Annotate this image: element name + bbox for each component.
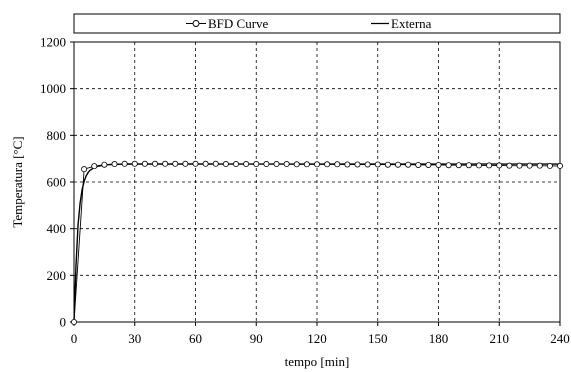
bfd-curve-point: [71, 318, 78, 325]
bfd-curve-point: [121, 160, 128, 167]
bfd-curve-point: [253, 161, 260, 168]
bfd-curve-point: [212, 160, 219, 167]
bfd-curve-point: [334, 161, 341, 168]
bfd-curve-point: [374, 161, 381, 168]
y-tick-label: 600: [47, 175, 67, 190]
y-axis-title: Temperatura [°C]: [10, 136, 25, 227]
x-axis-title: tempo [min]: [285, 354, 350, 369]
y-tick-label: 0: [60, 315, 67, 330]
bfd-curve-point: [222, 161, 229, 168]
y-tick-label: 200: [47, 268, 67, 283]
bfd-curve-point: [455, 162, 462, 169]
bfd-curve-point: [243, 161, 250, 168]
x-tick-label: 60: [189, 331, 202, 346]
bfd-curve-point: [273, 161, 280, 168]
bfd-curve-point: [384, 161, 391, 168]
bfd-curve-point: [111, 161, 118, 168]
bfd-curve-point: [465, 162, 472, 169]
bfd-curve-point: [486, 162, 493, 169]
legend-label-externa: Externa: [391, 16, 432, 31]
series-layer: [71, 160, 564, 325]
bfd-curve-point: [344, 161, 351, 168]
bfd-curve-point: [182, 160, 189, 167]
bfd-curve-point: [475, 162, 482, 169]
bfd-curve-point: [364, 161, 371, 168]
y-tick-label: 1000: [40, 81, 66, 96]
legend-box: [73, 13, 561, 34]
bfd-curve-point: [516, 162, 523, 169]
bfd-curve-point: [536, 162, 543, 169]
bfd-curve-point: [526, 162, 533, 169]
legend-label-bfd-curve: BFD Curve: [208, 16, 269, 31]
bfd-curve-point: [405, 161, 412, 168]
x-tick-label: 90: [250, 331, 263, 346]
y-tick-label: 800: [47, 128, 67, 143]
bfd-curve-point: [172, 160, 179, 167]
x-tick-label: 240: [550, 331, 570, 346]
legend: BFD Curve Externa: [73, 13, 561, 34]
bfd-curve-point: [303, 161, 310, 168]
bfd-curve-point: [546, 162, 553, 169]
bfd-curve-point: [435, 161, 442, 168]
bfd-curve-point: [283, 161, 290, 168]
bfd-curve-point: [162, 160, 169, 167]
x-tick-label: 120: [307, 331, 327, 346]
x-tick-label: 210: [490, 331, 510, 346]
bfd-curve-point: [425, 161, 432, 168]
bfd-curve-point: [293, 161, 300, 168]
bfd-curve-point: [394, 161, 401, 168]
bfd-curve-point: [232, 161, 239, 168]
bfd-curve-point: [263, 161, 270, 168]
x-tick-label: 150: [368, 331, 388, 346]
x-tick-label: 30: [128, 331, 141, 346]
bfd-curve-point: [151, 160, 158, 167]
legend-marker-bfd-curve: [192, 20, 200, 27]
bfd-curve-point: [445, 162, 452, 169]
bfd-curve-point: [202, 160, 209, 167]
bfd-curve-point: [131, 160, 138, 167]
bfd-curve-point: [313, 161, 320, 168]
bfd-curve-point: [496, 162, 503, 169]
y-tick-label: 1200: [40, 35, 66, 50]
x-tick-label: 0: [71, 331, 78, 346]
bfd-curve-point: [354, 161, 361, 168]
bfd-curve-point: [415, 161, 422, 168]
bfd-curve-point: [81, 166, 88, 173]
bfd-curve-point: [101, 161, 108, 168]
bfd-curve-point: [506, 162, 513, 169]
bfd-curve-point: [557, 162, 564, 169]
bfd-curve-point: [324, 161, 331, 168]
bfd-curve-point: [192, 160, 199, 167]
bfd-curve-point: [141, 160, 148, 167]
y-tick-label: 400: [47, 221, 67, 236]
bfd-curve-point: [91, 163, 98, 170]
axis-ticks: 0 30 60 90 120 150 180 210 240 0 200 400 600 800 1000 1…: [40, 35, 570, 347]
x-tick-label: 180: [429, 331, 449, 346]
grid: [74, 42, 560, 322]
